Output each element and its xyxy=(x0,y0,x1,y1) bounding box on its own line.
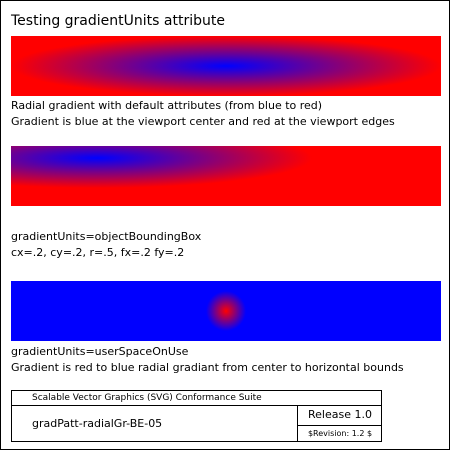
conformance-legend: Scalable Vector Graphics (SVG) Conforman… xyxy=(11,390,382,442)
test-1-caption: Radial gradient with default attributes … xyxy=(11,98,395,130)
revision-label: $Revision: 1.2 $ xyxy=(307,429,373,438)
test-2-caption-line-2: cx=.2, cy=.2, r=.5, fx=.2 fy=.2 xyxy=(11,246,185,259)
page-title: Testing gradientUnits attribute xyxy=(11,13,225,29)
test-3-caption: gradientUnits=userSpaceOnUse Gradient is… xyxy=(11,344,404,376)
test-3-caption-line-1: gradientUnits=userSpaceOnUse xyxy=(11,345,189,358)
release-box: Release 1.0 $Revision: 1.2 $ xyxy=(297,405,382,441)
release-label: Release 1.0 xyxy=(298,405,382,426)
user-space-on-use-gradient-rect xyxy=(11,281,441,341)
test-2-caption-line-1: gradientUnits=objectBoundingBox xyxy=(11,230,202,243)
suite-name: Scalable Vector Graphics (SVG) Conforman… xyxy=(12,391,381,406)
test-name: gradPatt-radialGr-BE-05 xyxy=(32,417,163,430)
test-1-caption-line-1: Radial gradient with default attributes … xyxy=(11,99,323,112)
test-3-caption-line-2: Gradient is red to blue radial gradiant … xyxy=(11,361,404,374)
test-2-caption: gradientUnits=objectBoundingBox cx=.2, c… xyxy=(11,229,201,261)
object-bounding-box-gradient-rect xyxy=(11,146,441,206)
test-1-caption-line-2: Gradient is blue at the viewport center … xyxy=(11,115,395,128)
default-radial-gradient-rect xyxy=(11,36,441,96)
